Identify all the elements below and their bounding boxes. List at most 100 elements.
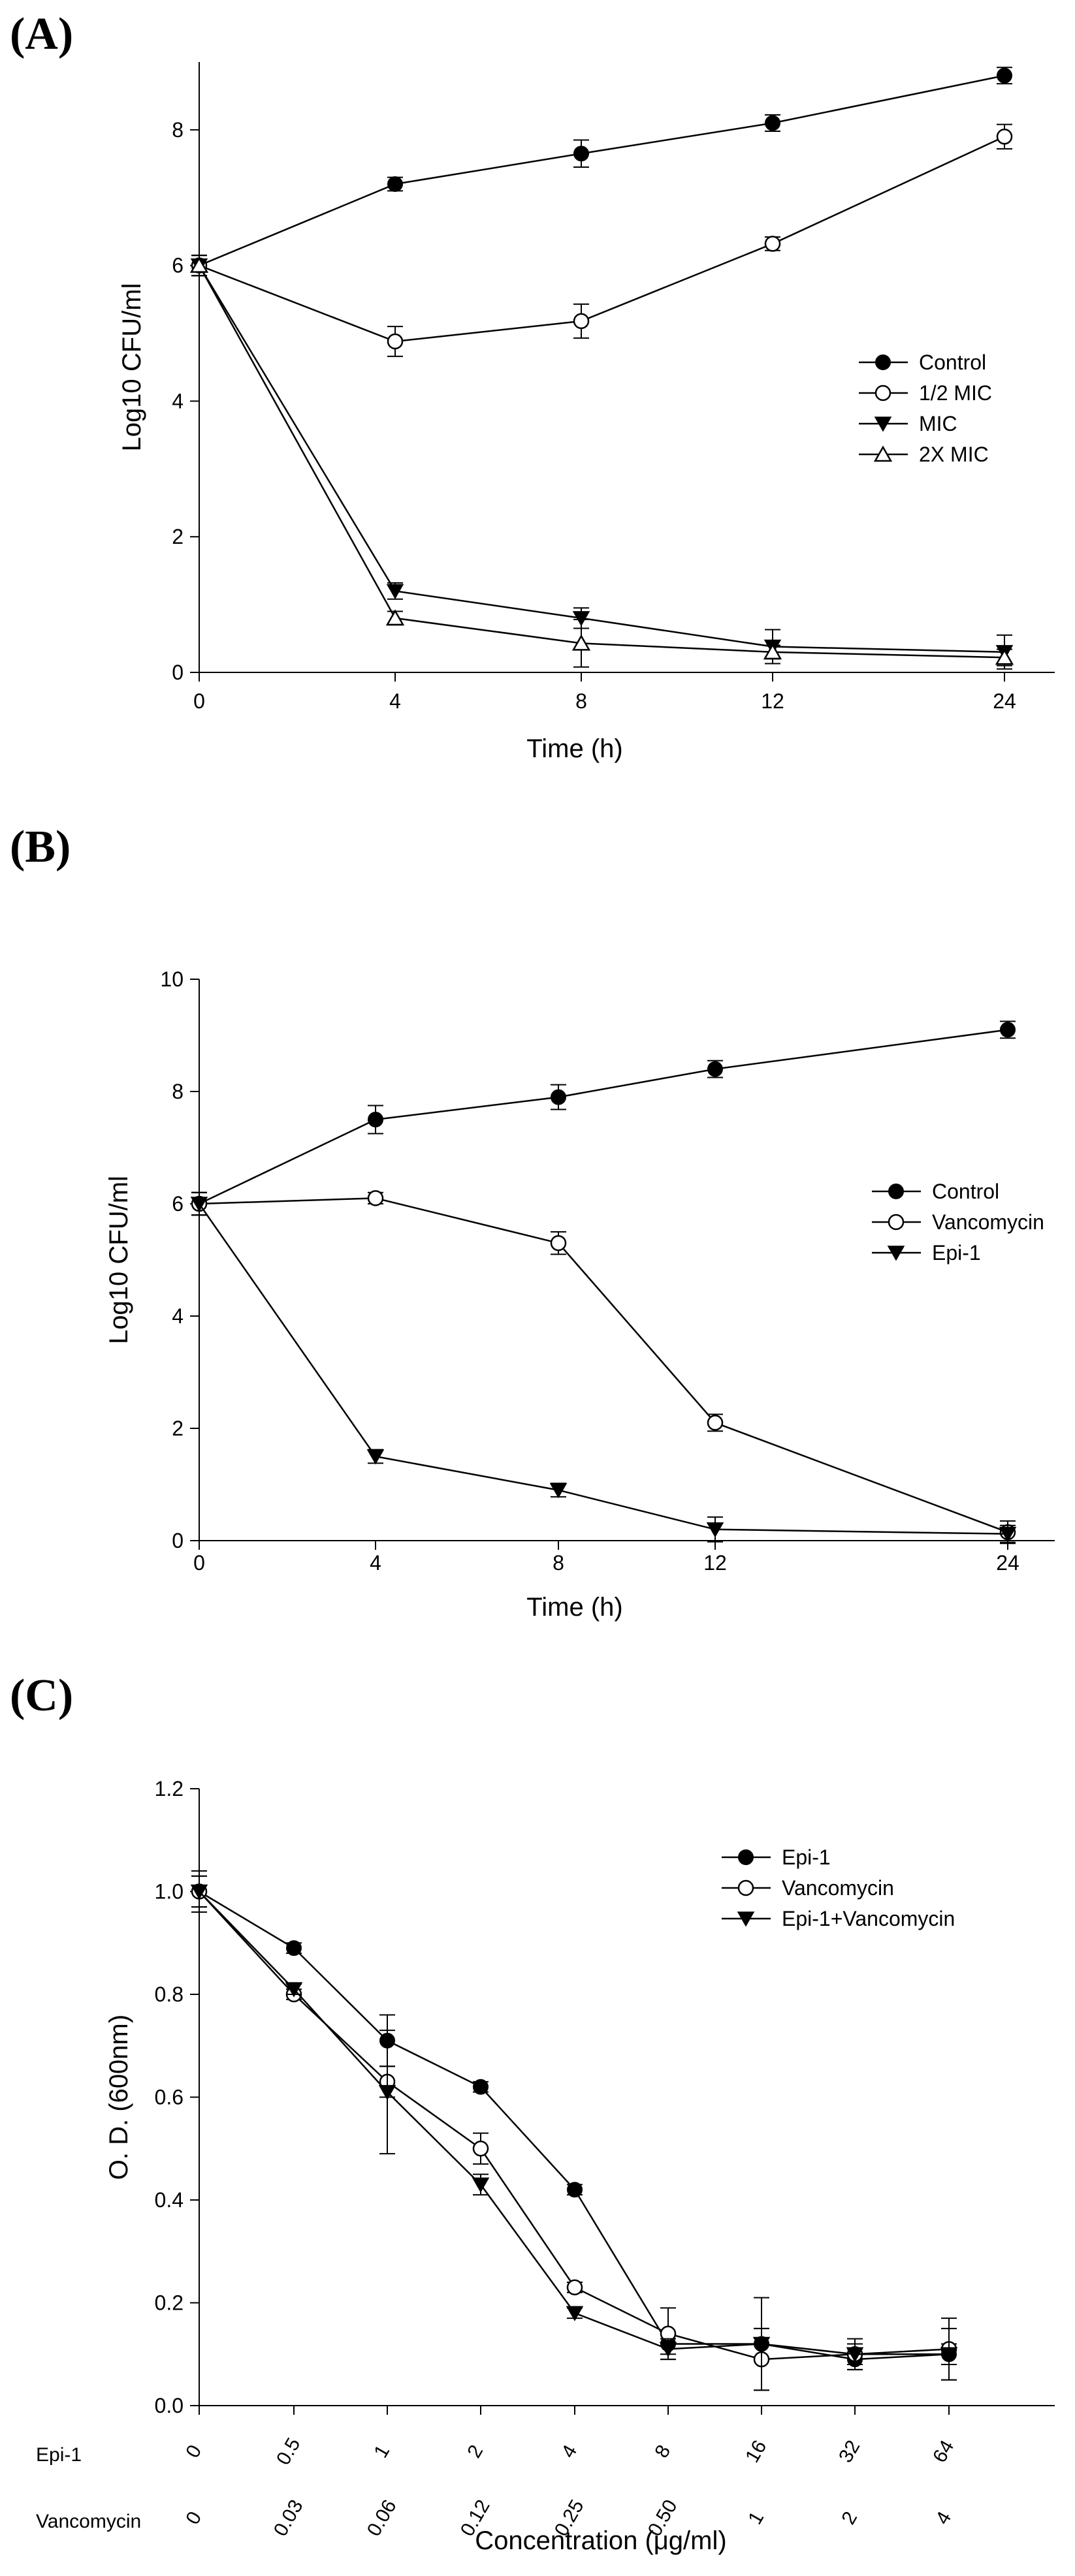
- x-tick-label: 0: [182, 2508, 206, 2528]
- y-axis-title: Log10 CFU/ml: [118, 283, 146, 452]
- x-tick-label: 8: [575, 689, 587, 713]
- legend-marker: [887, 1246, 905, 1261]
- x-axis-title: Time (h): [526, 1593, 622, 1622]
- y-tick-label: 2: [172, 1417, 184, 1440]
- panel-label: (A): [10, 9, 73, 59]
- legend-marker: [875, 354, 891, 370]
- x-axis-title: Time (h): [526, 734, 622, 763]
- data-point: [473, 2079, 489, 2095]
- legend: Control Vancomycin Epi-1: [872, 1180, 1044, 1264]
- data-point: [386, 584, 404, 599]
- data-point: [285, 1982, 303, 1998]
- x-tick-label: 2: [837, 2508, 861, 2528]
- series-mic: [190, 255, 1014, 670]
- legend: Epi-1 Vancomycin Epi-1+Vancomycin: [722, 1846, 955, 1930]
- y-tick-label: 0.6: [155, 2086, 184, 2109]
- data-point: [189, 257, 209, 273]
- x-tick-label: 4: [931, 2508, 955, 2528]
- x-tick-label: 0: [193, 1551, 205, 1575]
- data-point: [846, 2347, 864, 2363]
- y-tick-label: 4: [172, 389, 184, 413]
- y-tick-label: 0: [172, 1529, 184, 1552]
- x-tick-label: 2: [463, 2442, 487, 2462]
- y-tick-label: 1.0: [155, 1880, 184, 1904]
- legend: Control 1/2 MIC MIC 2X MIC: [859, 351, 992, 466]
- x-tick-label: 8: [650, 2442, 675, 2462]
- legend-label: Epi-1: [932, 1241, 981, 1264]
- data-point: [996, 129, 1013, 145]
- x-tick-label: 0: [193, 689, 205, 713]
- x-tick-label: 0.5: [272, 2434, 304, 2469]
- series-1-2-mic: [191, 123, 1013, 357]
- data-point: [385, 609, 405, 626]
- data-point: [573, 146, 589, 162]
- category-row-label: Vancomycin: [36, 2511, 141, 2532]
- data-point: [387, 176, 403, 192]
- data-point: [549, 1483, 568, 1499]
- x-tick-label: 1: [744, 2508, 768, 2528]
- data-point: [567, 2182, 583, 2198]
- legend-label: Control: [919, 351, 986, 374]
- data-point: [472, 2141, 489, 2157]
- y-axis-title: Log10 CFU/ml: [104, 1176, 133, 1344]
- data-point: [707, 1415, 724, 1431]
- data-point: [367, 1190, 384, 1206]
- data-point: [366, 1449, 385, 1465]
- y-tick-label: 0: [172, 661, 184, 684]
- legend-marker: [737, 1911, 755, 1927]
- legend-label: Epi-1: [782, 1846, 831, 1869]
- y-axis-title: O. D. (600nm): [104, 2015, 133, 2180]
- series-epi-1: [190, 1191, 1017, 1543]
- x-tick-label: 12: [761, 689, 784, 713]
- legend-marker: [888, 1184, 904, 1199]
- y-tick-label: 6: [172, 254, 184, 277]
- x-tick-label: 0.06: [363, 2496, 401, 2540]
- series-epi-1: [191, 1875, 957, 2370]
- x-tick-label: 4: [557, 2442, 581, 2462]
- legend-label: Control: [932, 1180, 999, 1203]
- data-point: [190, 1884, 208, 1900]
- x-axis-title: Concentration (μg/ml): [475, 2526, 726, 2555]
- x-tick-label: 16: [741, 2437, 771, 2466]
- series-line: [199, 136, 1005, 343]
- panel-label: (C): [10, 1671, 73, 1721]
- x-tick-label: 24: [996, 1551, 1019, 1575]
- series-epi-1-vancomycin: [190, 1870, 958, 2391]
- x-tick-label: 0.03: [270, 2496, 308, 2540]
- data-point: [551, 1089, 566, 1105]
- data-point: [763, 643, 782, 660]
- data-point: [707, 1061, 723, 1077]
- y-tick-label: 4: [172, 1304, 184, 1328]
- panel-label: (B): [10, 822, 71, 872]
- x-tick-label: 0: [182, 2442, 206, 2462]
- legend-marker: [874, 416, 892, 432]
- y-tick-label: 10: [160, 967, 184, 991]
- data-point: [999, 1526, 1017, 1543]
- legend-marker: [738, 1849, 754, 1865]
- y-tick-label: 0.8: [155, 1983, 184, 2006]
- data-point: [572, 611, 590, 627]
- legend-marker: [737, 1879, 754, 1896]
- x-tick-label: 12: [703, 1551, 727, 1575]
- x-tick-label: 4: [370, 1551, 381, 1575]
- data-point: [378, 2084, 396, 2101]
- data-point: [368, 1112, 383, 1127]
- series-control: [191, 67, 1012, 277]
- data-point: [571, 634, 591, 651]
- legend-label: 2X MIC: [919, 443, 989, 466]
- data-point: [472, 2177, 490, 2193]
- legend-marker: [874, 385, 891, 401]
- series-line: [199, 74, 1005, 266]
- legend-label: Epi-1+Vancomycin: [782, 1907, 955, 1930]
- chart-panel-c: (C) 0.0 0.2 0.4 0.6 0.8 1.0 1.2 O. D. (600nm) Epi…: [10, 1671, 1055, 2555]
- legend-label: Vancomycin: [782, 1876, 894, 1900]
- y-tick-label: 1.2: [155, 1777, 184, 1800]
- data-point: [764, 236, 781, 252]
- y-tick-label: 8: [172, 118, 184, 142]
- series-vancomycin: [191, 1190, 1016, 1545]
- series-2x-mic: [189, 255, 1014, 668]
- data-point: [573, 313, 590, 330]
- data-point: [566, 2279, 583, 2296]
